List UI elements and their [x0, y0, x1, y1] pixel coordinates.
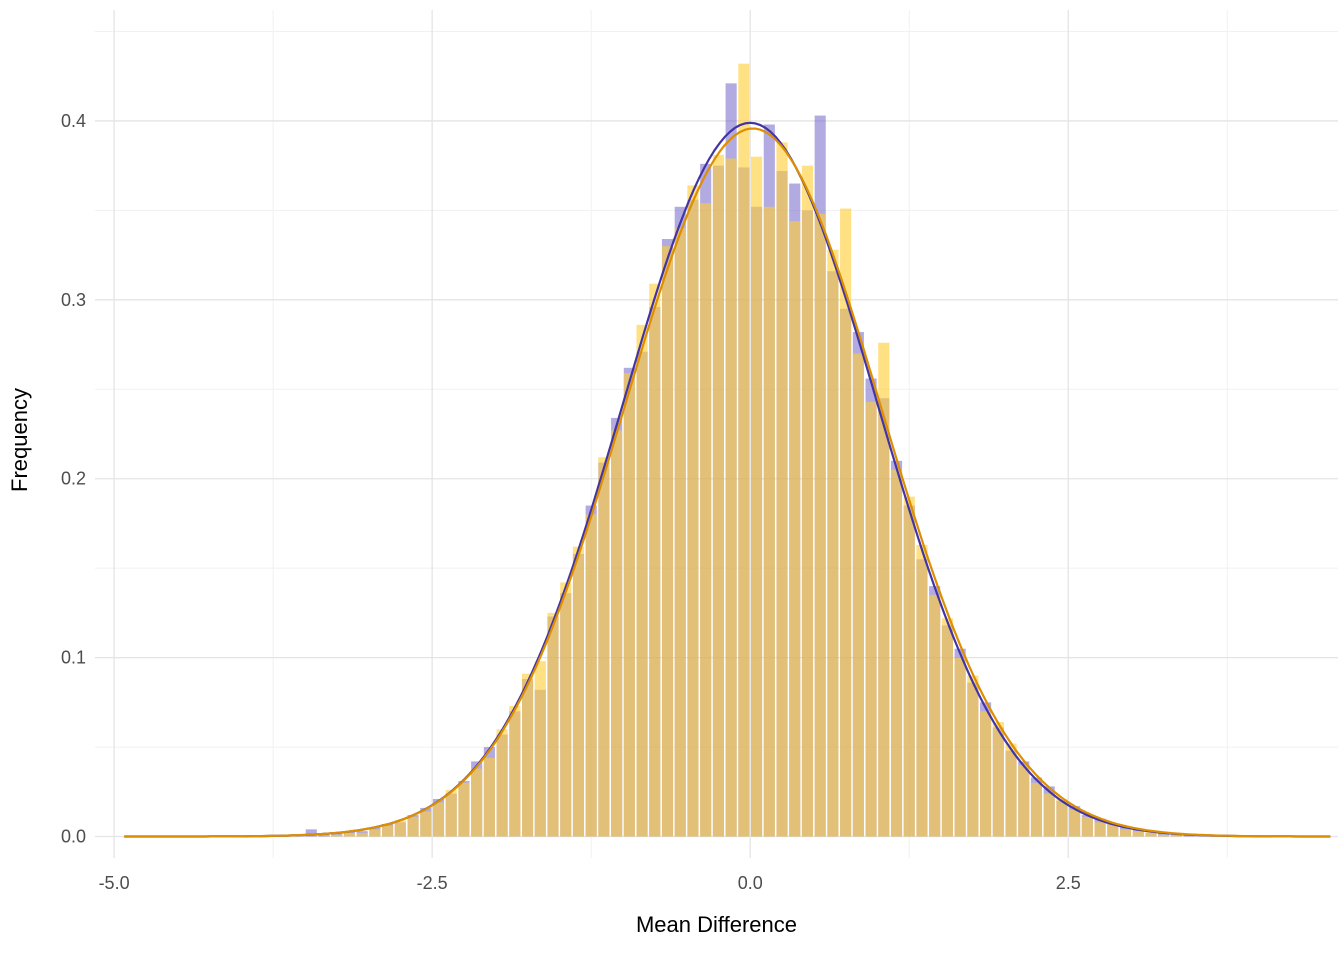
histogram-bar-sample-yellow	[1119, 829, 1132, 837]
histogram-bar-sample-yellow	[980, 711, 992, 837]
x-tick-label: 0.0	[738, 873, 763, 893]
histogram-bar-sample-yellow	[751, 156, 763, 837]
histogram-bar-sample-yellow	[1145, 831, 1157, 837]
histogram-bar-sample-yellow	[1005, 743, 1017, 837]
histogram-bar-sample-yellow	[852, 353, 864, 837]
histogram-bar-sample-yellow	[992, 722, 1004, 837]
histogram-bar-sample-yellow	[865, 401, 877, 837]
histogram-bar-sample-yellow	[611, 430, 623, 837]
histogram-bar-sample-yellow	[1094, 822, 1106, 837]
histogram-bar-sample-yellow	[522, 673, 534, 837]
y-tick-label: 0.1	[61, 648, 86, 668]
histogram-bar-sample-yellow	[916, 544, 928, 837]
histogram-bar-sample-yellow	[903, 496, 915, 837]
histogram-bar-sample-yellow	[445, 790, 457, 837]
histogram-bar-sample-yellow	[356, 832, 368, 837]
histogram-bar-sample-yellow	[623, 373, 635, 837]
histogram-bar-sample-yellow	[1132, 831, 1144, 837]
histogram-bar-sample-yellow	[789, 221, 801, 837]
histogram-bar-sample-yellow	[496, 729, 508, 837]
histogram-bar-sample-yellow	[534, 661, 546, 837]
histogram-bar-sample-yellow	[572, 546, 585, 837]
histogram-bar-sample-yellow	[420, 811, 432, 837]
histogram-bar-sample-yellow	[432, 802, 445, 837]
histogram-bar-sample-yellow	[967, 675, 979, 837]
histogram-bar-sample-yellow	[700, 203, 712, 837]
y-tick-label: 0.4	[61, 111, 86, 131]
histogram-bar-sample-yellow	[954, 657, 966, 837]
y-axis-title: Frequency	[7, 388, 32, 492]
normal-density-orange	[124, 127, 1331, 838]
histogram-bar-sample-yellow	[1081, 816, 1093, 837]
histogram-bar-sample-yellow	[941, 618, 953, 837]
histogram-bar-sample-yellow	[840, 208, 852, 837]
histogram-bar-sample-yellow	[1030, 782, 1043, 837]
histogram-bar-sample-yellow	[407, 816, 419, 837]
histogram-bar-sample-yellow	[1018, 764, 1030, 837]
histogram-bar-sample-yellow	[929, 595, 941, 837]
histogram-bar-sample-yellow	[509, 705, 521, 837]
histogram-bar-sample-yellow	[738, 63, 750, 837]
histogram-bar-sample-yellow	[725, 158, 737, 837]
histogram-bar-sample-yellow	[649, 283, 661, 837]
histogram-bar-sample-yellow	[560, 582, 572, 837]
histogram-bar-sample-yellow	[827, 249, 839, 837]
histogram-bar-sample-yellow	[1170, 834, 1182, 837]
histogram-bar-sample-purple	[318, 834, 330, 837]
x-tick-label: -5.0	[99, 873, 130, 893]
histogram-bar-sample-purple	[305, 829, 317, 837]
x-axis-title: Mean Difference	[635, 912, 797, 937]
histogram-bar-sample-yellow	[369, 829, 381, 837]
histogram-bar-sample-yellow	[674, 228, 686, 837]
histogram-bar-sample-yellow	[1158, 834, 1170, 837]
histogram-bar-sample-yellow	[483, 757, 495, 837]
histogram-bar-sample-yellow	[814, 213, 826, 837]
y-tick-label: 0.3	[61, 290, 86, 310]
histogram-bar-sample-yellow	[1107, 824, 1119, 837]
histogram-bar-sample-yellow	[458, 782, 470, 837]
histogram-bar-sample-yellow	[471, 768, 483, 837]
histogram-bar-sample-yellow	[394, 820, 406, 837]
histogram-bar-sample-yellow	[1043, 793, 1055, 837]
histogram-bar-sample-yellow	[547, 612, 559, 837]
histogram-bar-sample-yellow	[636, 324, 648, 837]
histogram-bar-sample-yellow	[585, 514, 597, 837]
histogram-bar-sample-yellow	[890, 469, 903, 837]
x-tick-label: -2.5	[417, 873, 448, 893]
histogram-bar-sample-yellow	[687, 185, 699, 837]
y-tick-label: 0.0	[61, 827, 86, 847]
histogram-bar-sample-yellow	[661, 246, 674, 837]
histogram-bar-sample-yellow	[1069, 809, 1081, 837]
histogram-bar-sample-yellow	[1056, 798, 1068, 837]
histogram-bar-sample-yellow	[763, 206, 775, 837]
histogram-bar-sample-yellow	[801, 165, 814, 837]
y-tick-label: 0.2	[61, 469, 86, 489]
histogram-bar-sample-yellow	[712, 154, 724, 837]
histogram-bar-sample-yellow	[878, 342, 890, 837]
x-tick-label: 2.5	[1056, 873, 1081, 893]
histogram-bar-sample-yellow	[343, 832, 356, 837]
histogram-bar-sample-yellow	[776, 142, 788, 837]
histogram-bar-sample-yellow	[331, 834, 343, 837]
histogram-bar-sample-yellow	[382, 825, 394, 837]
histogram-bar-sample-yellow	[598, 457, 610, 837]
